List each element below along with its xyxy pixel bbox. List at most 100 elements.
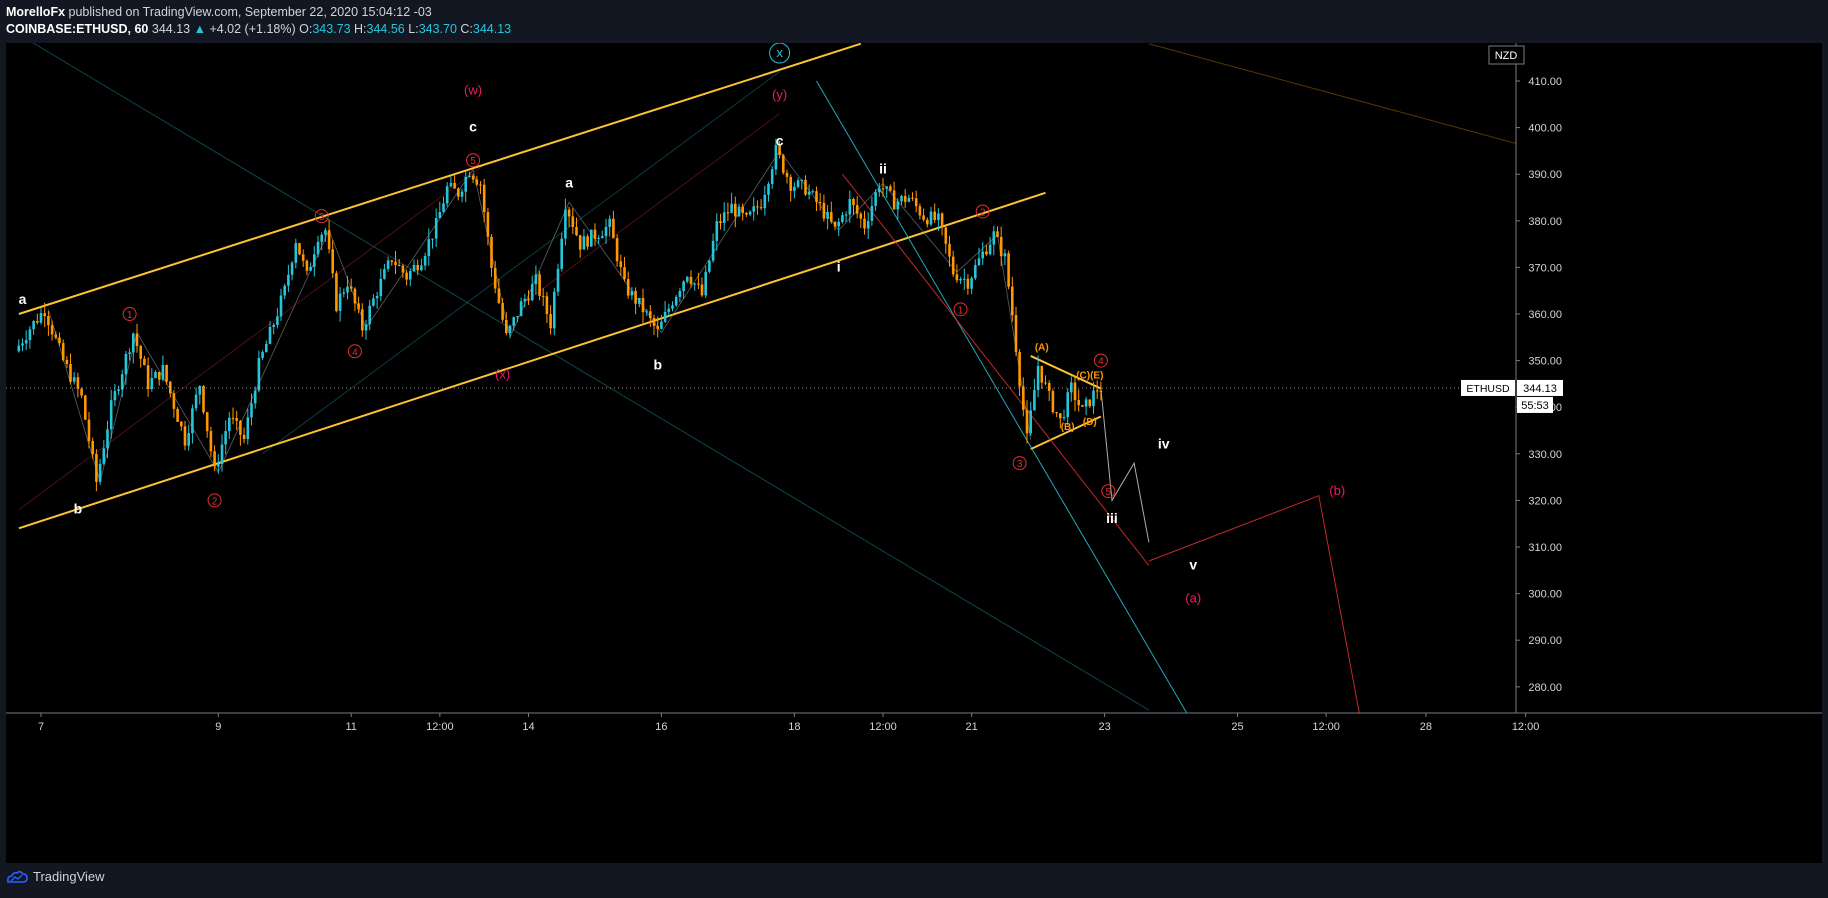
candle-body	[220, 444, 224, 465]
candle-body	[671, 305, 674, 309]
x-tick-label: 25	[1231, 721, 1243, 733]
upper-channel-line[interactable]	[18, 43, 862, 315]
candle-body	[914, 198, 918, 207]
candle-body	[409, 271, 412, 280]
candle-body	[301, 254, 305, 261]
wave-label: (A)	[1035, 343, 1049, 354]
candle-body	[423, 256, 427, 266]
candle-body	[711, 240, 715, 261]
candle-body	[283, 285, 286, 296]
candle-body	[39, 313, 43, 323]
candle-body	[95, 454, 98, 482]
candle-body	[601, 236, 604, 239]
candle-body	[87, 419, 91, 442]
y-tick-label: 390.00	[1528, 169, 1562, 181]
x-tick-label: 18	[788, 721, 800, 733]
candle-body	[900, 196, 903, 202]
candle-body	[353, 288, 357, 304]
candle-body	[161, 365, 165, 380]
footer	[0, 866, 1828, 898]
series-tag-label: ETHUSD	[1466, 383, 1510, 395]
candle-body	[209, 431, 213, 452]
last-price-tag	[1517, 379, 1563, 396]
candle-body	[124, 354, 128, 375]
candle-body	[630, 290, 634, 296]
candle-body	[638, 298, 641, 304]
candle-body	[313, 254, 316, 267]
low-label: L:	[408, 22, 419, 36]
open-value: 343.73	[312, 22, 351, 36]
candle-body	[593, 229, 597, 239]
up-arrow-icon: ▲	[193, 22, 206, 36]
lower-channel-line[interactable]	[18, 191, 1046, 530]
wave-label: x	[776, 45, 783, 60]
candle-body	[763, 194, 767, 209]
candle-body	[497, 288, 501, 303]
triangle-upper-line[interactable]	[1030, 355, 1102, 390]
wave-label: v	[1189, 557, 1197, 573]
candle-body	[929, 211, 933, 225]
candle-body	[719, 221, 722, 223]
candle-body	[1070, 382, 1073, 393]
candle-body	[1025, 409, 1029, 434]
candle-body	[534, 274, 538, 285]
wave-label: 2	[980, 207, 986, 218]
wave-label: (b)	[1329, 483, 1345, 498]
candle-body	[1014, 315, 1018, 352]
candle-body	[734, 203, 737, 217]
candle-body	[1073, 382, 1077, 401]
candle-body	[1003, 253, 1007, 257]
candle-body	[752, 206, 755, 212]
candle-body	[948, 243, 951, 257]
candle-body	[287, 274, 290, 286]
candle-body	[833, 221, 837, 227]
x-tick-label: 9	[215, 721, 221, 733]
candle-body	[442, 203, 445, 212]
wave-label: 4	[1098, 357, 1104, 368]
high-value: 344.56	[366, 22, 405, 36]
candle-body	[132, 333, 135, 353]
candle-body	[471, 175, 475, 180]
candle-body	[338, 293, 342, 311]
candle-body	[91, 441, 94, 454]
candle-body	[438, 212, 442, 219]
candle-body	[154, 372, 157, 378]
guide-line-3	[520, 113, 780, 306]
candle-body	[416, 265, 419, 271]
wave-label: c	[469, 119, 477, 135]
candle-body	[342, 292, 346, 294]
wave-label: (B)	[1061, 422, 1075, 433]
y-tick-label: 320.00	[1528, 495, 1562, 507]
candle-body	[911, 197, 914, 199]
candle-body	[1059, 413, 1062, 419]
candle-body	[804, 180, 807, 195]
wave-label: (y)	[772, 87, 787, 102]
candle-body	[420, 265, 423, 271]
candle-body	[811, 191, 815, 193]
candle-body	[139, 346, 142, 359]
wave-label: (D)	[1083, 417, 1097, 428]
tradingview-logo[interactable]: TradingView	[6, 869, 105, 884]
candle-body	[1036, 365, 1040, 390]
currency-badge[interactable]	[1488, 45, 1525, 65]
y-tick-label: 410.00	[1528, 76, 1562, 88]
candle-body	[866, 221, 870, 229]
candle-body	[239, 420, 242, 435]
chart-svg[interactable]: ab1234c5(w)(x)ab(y)cxiii123(A)(B)(C)(E)(…	[6, 42, 1822, 863]
candle-body	[516, 316, 519, 318]
symbol-label[interactable]: COINBASE:ETHUSD, 60	[6, 22, 149, 36]
candle-body	[213, 451, 216, 467]
candle-body	[242, 434, 246, 439]
candle-body	[1011, 286, 1014, 316]
candle-body	[541, 295, 545, 297]
wave-label: b	[74, 501, 83, 517]
chart-area[interactable]: a b 1 2 3 4 c 5 (w) (x) a b (y) c x ii i 1 2 3 (A) (B) (C)(E)(…	[6, 42, 1822, 863]
candle-body	[612, 218, 615, 239]
candle-body	[346, 286, 349, 293]
candle-body	[361, 309, 364, 331]
candle-body	[257, 357, 261, 391]
author-name[interactable]: MorelloFx	[6, 5, 66, 19]
triangle-lower-line[interactable]	[1030, 415, 1102, 451]
candle-body	[970, 278, 973, 289]
candle-body	[235, 418, 238, 421]
